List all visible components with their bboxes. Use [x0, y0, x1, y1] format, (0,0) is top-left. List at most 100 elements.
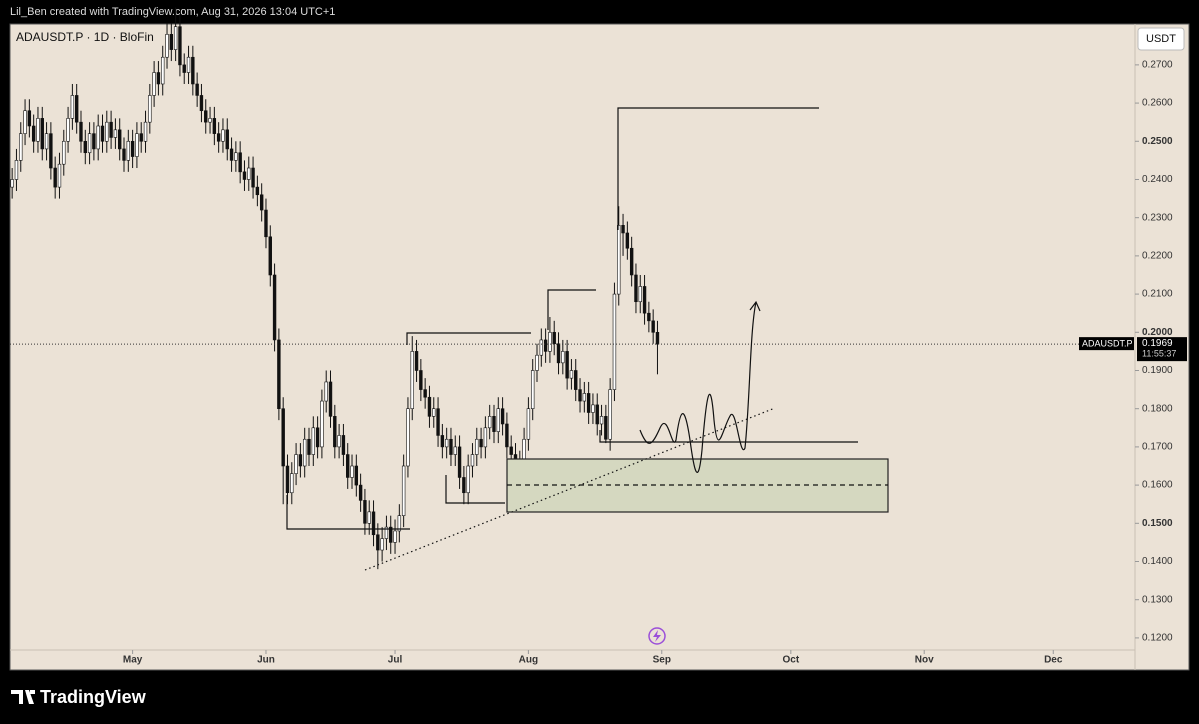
level [286, 495, 410, 530]
x-tick-label: Sep [653, 655, 671, 666]
candle-body [543, 339, 548, 352]
y-tick-label: 0.2000 [1142, 327, 1173, 338]
candle-body [36, 118, 40, 142]
candle-body [556, 343, 561, 364]
candle-body [591, 404, 595, 413]
candle-body [475, 438, 479, 455]
candle-body [156, 72, 161, 85]
candle-body [608, 389, 612, 440]
candle-body [27, 110, 32, 127]
event-icon[interactable] [648, 627, 666, 645]
candle-body [389, 526, 393, 543]
candle-body [169, 34, 174, 50]
candle-body [204, 110, 208, 123]
candle-body [118, 129, 122, 150]
brand: TradingView [11, 687, 147, 707]
candle-body [251, 167, 255, 188]
x-tick-label: Nov [915, 655, 934, 666]
y-tick-label: 0.2600 [1142, 98, 1173, 109]
candle-body [621, 225, 625, 234]
candle-body [470, 454, 475, 467]
price-tag-bg [1137, 337, 1187, 362]
candle-body [139, 133, 143, 142]
candle-body [642, 286, 647, 314]
currency-button[interactable] [1137, 27, 1185, 51]
candle-body [333, 416, 337, 448]
candle-body [449, 438, 453, 455]
x-tick-label: Oct [782, 655, 799, 666]
candle-body [135, 133, 139, 157]
candle-body [255, 186, 260, 196]
candle-body [423, 389, 427, 398]
x-tick-label: Dec [1044, 655, 1063, 666]
y-tick-label: 0.1200 [1142, 633, 1173, 644]
credit: Lil_Ben created with TradingView.com, Au… [10, 6, 335, 18]
countdown: 11:55:37 [1142, 349, 1176, 359]
candle-body [350, 465, 354, 478]
candle-body [526, 408, 531, 440]
candle-body [165, 34, 169, 58]
y-tick-label: 0.1800 [1142, 403, 1173, 414]
candle-body [324, 381, 328, 402]
candle-body [453, 446, 457, 455]
y-tick-label: 0.1300 [1142, 594, 1173, 605]
candle-body [569, 370, 574, 379]
candle-body [612, 293, 617, 390]
brand-name: TradingView [40, 687, 147, 707]
candle-body [595, 404, 599, 425]
y-tick-label: 0.1700 [1142, 442, 1173, 453]
candle-body [199, 95, 204, 112]
level [617, 107, 819, 230]
candle-body [500, 408, 505, 425]
candle-body [302, 438, 307, 467]
candle-body [14, 160, 19, 180]
candle-body [49, 133, 53, 169]
level [599, 430, 858, 443]
candle-body [505, 423, 509, 448]
candle-body [186, 56, 191, 73]
projection [639, 300, 761, 474]
candle-body [178, 26, 182, 66]
candle-body [561, 351, 565, 364]
drawings [286, 107, 889, 571]
candle-body [586, 393, 591, 413]
candle-body [462, 477, 466, 494]
candle-body [539, 339, 544, 356]
candle-body [393, 530, 397, 543]
x-tick-label: Jun [257, 655, 275, 666]
candle-body [432, 408, 436, 417]
candle-body [100, 125, 105, 142]
candle-body [92, 133, 96, 150]
candle-body [341, 435, 346, 455]
candle-body [320, 400, 324, 448]
candle-body [79, 121, 83, 142]
candle-body [531, 370, 535, 409]
candle-body [143, 121, 148, 142]
currency[interactable]: USDT [1146, 33, 1176, 45]
candle-body [466, 465, 470, 494]
last-price: 0.1969 [1142, 338, 1173, 349]
candle-body [565, 351, 569, 379]
candle-body [148, 95, 152, 123]
candle-body [311, 427, 315, 455]
candle-body [62, 140, 66, 165]
candle-body [552, 331, 556, 345]
candle-body [87, 133, 92, 154]
candle-body [238, 152, 242, 173]
candle-body [647, 312, 651, 322]
candle-body [346, 454, 350, 478]
candle-body [53, 167, 57, 188]
x-tick-label: Jul [388, 655, 403, 666]
candle-body [457, 446, 462, 478]
candle-body [638, 286, 642, 303]
candle-body [582, 393, 587, 402]
candle-body [10, 179, 14, 188]
candle-body [259, 194, 264, 211]
candle-body [419, 370, 423, 390]
candle-body [440, 435, 445, 448]
candle-body [182, 64, 186, 73]
level [547, 289, 596, 330]
candle-body [130, 140, 135, 157]
